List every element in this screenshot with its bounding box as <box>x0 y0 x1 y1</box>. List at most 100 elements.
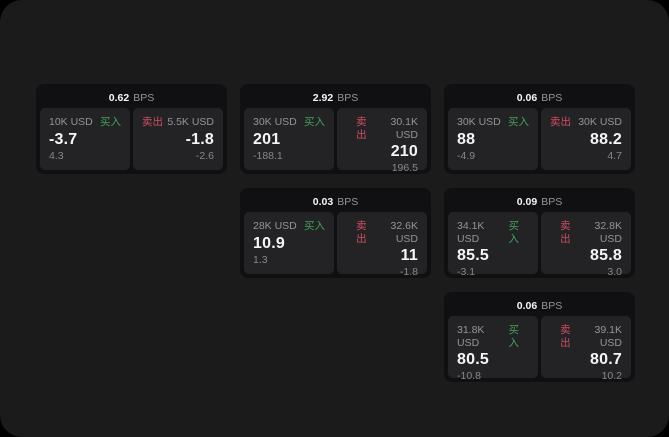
sell-side-label: 卖出 <box>560 324 571 349</box>
bps-value: 0.06 <box>516 92 538 104</box>
bps-header: 0.09 BPS <box>448 192 631 212</box>
sell-change: 10.2 <box>601 370 622 382</box>
sell-side-label: 卖出 <box>142 116 163 128</box>
sell-panel[interactable]: 卖出 30K USD 88.2 4.7 <box>541 108 631 170</box>
quote-panels: 28K USD 买入 10.9 1.3 卖出 32.6K USD 11 -1.8 <box>244 212 427 278</box>
buy-side-label: 买入 <box>100 116 121 128</box>
bps-unit-label: BPS <box>133 92 155 104</box>
bps-unit-label: BPS <box>541 92 563 104</box>
sell-price: 80.7 <box>590 351 622 368</box>
quote-card: 0.03 BPS 28K USD 买入 10.9 1.3 卖出 32.6K US… <box>240 188 431 278</box>
buy-amount: 34.1K USD <box>457 220 485 245</box>
buy-price: 88 <box>457 130 476 148</box>
buy-side-label: 买入 <box>508 220 519 245</box>
sell-amount: 30K USD <box>578 116 622 128</box>
sell-price: -1.8 <box>185 130 214 148</box>
bps-value: 0.03 <box>312 196 334 208</box>
bps-unit-label: BPS <box>541 300 563 312</box>
bps-header: 0.62 BPS <box>40 88 223 108</box>
sell-change: 196.5 <box>391 162 418 174</box>
sell-panel-top: 卖出 39.1K USD <box>550 324 622 350</box>
buy-amount: 30K USD <box>457 116 501 128</box>
quote-card: 0.06 BPS 30K USD 买入 88 -4.9 卖出 30K USD 8… <box>444 84 635 174</box>
sell-panel-top: 卖出 32.6K USD <box>346 220 418 246</box>
buy-amount: 10K USD <box>49 116 93 128</box>
sell-change: -1.8 <box>399 266 418 278</box>
sell-panel-top: 卖出 30.1K USD <box>346 116 418 142</box>
bps-unit-label: BPS <box>541 196 563 208</box>
sell-change: 4.7 <box>607 150 622 162</box>
bps-header: 0.06 BPS <box>448 296 631 316</box>
sell-amount: 32.6K USD <box>390 220 418 245</box>
buy-change: 4.3 <box>49 150 64 162</box>
sell-amount: 39.1K USD <box>594 324 622 349</box>
quote-card: 0.06 BPS 31.8K USD 买入 80.5 -10.8 卖出 39.1… <box>444 292 635 382</box>
sell-change: -2.6 <box>195 150 214 162</box>
bps-header: 2.92 BPS <box>244 88 427 108</box>
buy-price: 80.5 <box>457 351 489 368</box>
sell-panel[interactable]: 卖出 32.6K USD 11 -1.8 <box>337 212 427 278</box>
sell-amount: 32.8K USD <box>594 220 622 245</box>
quote-panels: 31.8K USD 买入 80.5 -10.8 卖出 39.1K USD 80.… <box>448 316 631 382</box>
sell-side-label: 卖出 <box>356 116 367 141</box>
sell-panel[interactable]: 卖出 32.8K USD 85.8 3.0 <box>541 212 631 278</box>
buy-amount: 31.8K USD <box>457 324 485 349</box>
buy-amount: 28K USD <box>253 220 297 232</box>
bps-header: 0.06 BPS <box>448 88 631 108</box>
bps-value: 0.62 <box>108 92 130 104</box>
sell-panel[interactable]: 卖出 39.1K USD 80.7 10.2 <box>541 316 631 382</box>
buy-side-label: 买入 <box>508 324 519 349</box>
buy-price: 201 <box>253 130 281 148</box>
buy-panel[interactable]: 28K USD 买入 10.9 1.3 <box>244 212 334 274</box>
quote-panels: 10K USD 买入 -3.7 4.3 卖出 5.5K USD -1.8 -2.… <box>40 108 223 170</box>
bps-value: 2.92 <box>312 92 334 104</box>
sell-panel[interactable]: 卖出 5.5K USD -1.8 -2.6 <box>133 108 223 170</box>
buy-panel[interactable]: 10K USD 买入 -3.7 4.3 <box>40 108 130 170</box>
sell-price: 88.2 <box>590 130 622 148</box>
buy-panel-top: 28K USD 买入 <box>253 220 325 233</box>
buy-panel-top: 31.8K USD 买入 <box>457 324 529 350</box>
bps-header: 0.03 BPS <box>244 192 427 212</box>
sell-panel-top: 卖出 30K USD <box>550 116 622 129</box>
quote-panels: 34.1K USD 买入 85.5 -3.1 卖出 32.8K USD 85.8… <box>448 212 631 278</box>
bps-value: 0.06 <box>516 300 538 312</box>
bps-value: 0.09 <box>516 196 538 208</box>
sell-amount: 30.1K USD <box>390 116 418 141</box>
buy-side-label: 买入 <box>304 220 325 232</box>
sell-change: 3.0 <box>607 266 622 278</box>
sell-price: 11 <box>400 247 418 264</box>
sell-side-label: 卖出 <box>560 220 571 245</box>
buy-panel-top: 10K USD 买入 <box>49 116 121 129</box>
buy-change: -188.1 <box>253 150 283 162</box>
sell-panel-top: 卖出 5.5K USD <box>142 116 214 129</box>
sell-panel-top: 卖出 32.8K USD <box>550 220 622 246</box>
sell-side-label: 卖出 <box>356 220 367 245</box>
buy-panel-top: 30K USD 买入 <box>457 116 529 129</box>
sell-side-label: 卖出 <box>550 116 571 128</box>
quote-card: 0.62 BPS 10K USD 买入 -3.7 4.3 卖出 5.5K USD… <box>36 84 227 174</box>
buy-panel[interactable]: 31.8K USD 买入 80.5 -10.8 <box>448 316 538 382</box>
quote-panels: 30K USD 买入 201 -188.1 卖出 30.1K USD 210 1… <box>244 108 427 174</box>
quote-panels: 30K USD 买入 88 -4.9 卖出 30K USD 88.2 4.7 <box>448 108 631 170</box>
sell-amount: 5.5K USD <box>167 116 214 128</box>
buy-price: -3.7 <box>49 130 78 148</box>
buy-change: 1.3 <box>253 254 268 266</box>
sell-price: 85.8 <box>590 247 622 264</box>
bps-unit-label: BPS <box>337 92 359 104</box>
buy-price: 10.9 <box>253 234 285 252</box>
quote-card: 2.92 BPS 30K USD 买入 201 -188.1 卖出 30.1K … <box>240 84 431 174</box>
sell-price: 210 <box>390 143 418 160</box>
buy-panel[interactable]: 34.1K USD 买入 85.5 -3.1 <box>448 212 538 278</box>
sell-panel[interactable]: 卖出 30.1K USD 210 196.5 <box>337 108 427 174</box>
buy-side-label: 买入 <box>508 116 529 128</box>
buy-change: -3.1 <box>457 266 476 278</box>
buy-panel[interactable]: 30K USD 买入 88 -4.9 <box>448 108 538 170</box>
buy-panel[interactable]: 30K USD 买入 201 -188.1 <box>244 108 334 170</box>
buy-panel-top: 34.1K USD 买入 <box>457 220 529 246</box>
buy-side-label: 买入 <box>304 116 325 128</box>
buy-amount: 30K USD <box>253 116 297 128</box>
buy-change: -4.9 <box>457 150 476 162</box>
bps-unit-label: BPS <box>337 196 359 208</box>
quote-grid: 0.62 BPS 10K USD 买入 -3.7 4.3 卖出 5.5K USD… <box>36 84 635 382</box>
